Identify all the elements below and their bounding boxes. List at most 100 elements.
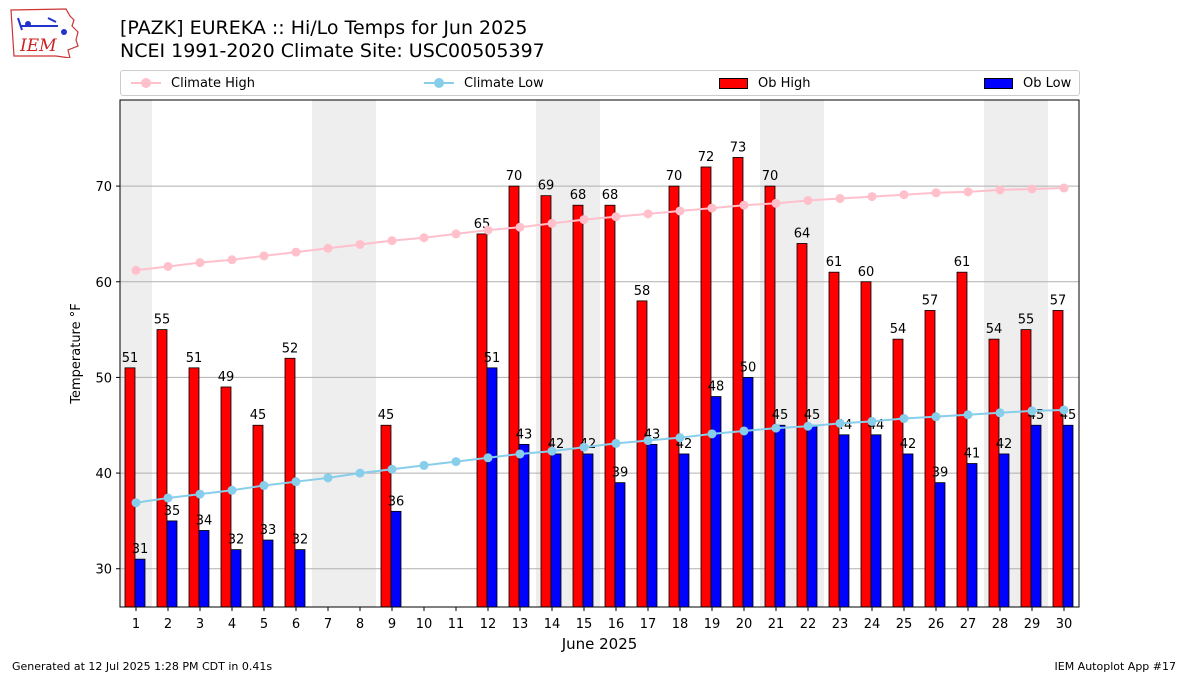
ob-low-bar bbox=[646, 443, 658, 608]
climate-high-point bbox=[707, 203, 717, 213]
climate-low-point bbox=[483, 453, 493, 463]
climate-high-point bbox=[227, 255, 237, 265]
legend-label: Ob Low bbox=[1023, 75, 1072, 91]
climate-low-point bbox=[387, 464, 397, 474]
legend-swatch bbox=[984, 77, 1013, 89]
x-tick-label: 23 bbox=[832, 617, 849, 632]
ob-high-bar bbox=[1052, 310, 1064, 608]
ob-low-label: 39 bbox=[932, 466, 949, 481]
legend-item-ob-low: Ob Low bbox=[984, 71, 1071, 95]
ob-low-bar bbox=[710, 396, 722, 608]
ob-high-bar bbox=[572, 204, 584, 608]
ob-high-bar bbox=[508, 185, 520, 608]
climate-low-point bbox=[227, 485, 237, 495]
climate-high-point bbox=[291, 247, 301, 257]
ob-low-bar bbox=[838, 434, 850, 608]
climate-low-point bbox=[835, 418, 845, 428]
ob-high-bar bbox=[220, 386, 232, 608]
climate-low-point bbox=[355, 468, 365, 478]
legend-item-ob-high: Ob High bbox=[719, 71, 811, 95]
climate-low-point bbox=[867, 416, 877, 426]
ob-low-label: 33 bbox=[260, 523, 277, 538]
climate-low-line bbox=[135, 408, 1065, 504]
ob-high-bar bbox=[636, 300, 648, 608]
weekend-shade bbox=[312, 100, 376, 607]
climate-high-point bbox=[547, 218, 557, 228]
climate-high-point bbox=[1027, 184, 1037, 194]
climate-low-point bbox=[611, 438, 621, 448]
generated-timestamp: Generated at 12 Jul 2025 1:28 PM CDT in … bbox=[12, 660, 273, 673]
ob-low-label: 35 bbox=[164, 504, 181, 519]
legend-swatch bbox=[719, 77, 748, 89]
ob-low-bar bbox=[614, 482, 626, 608]
x-tick-label: 20 bbox=[736, 617, 753, 632]
x-tick-label: 28 bbox=[992, 617, 1009, 632]
climate-high-point bbox=[483, 225, 493, 235]
chart-title: [PAZK] EUREKA :: Hi/Lo Temps for Jun 202… bbox=[120, 17, 528, 39]
x-tick-label: 3 bbox=[196, 617, 204, 632]
x-tick-label: 16 bbox=[608, 617, 625, 632]
ob-high-label: 45 bbox=[378, 408, 395, 423]
legend-swatch bbox=[424, 78, 454, 88]
ob-low-label: 48 bbox=[708, 380, 725, 395]
climate-high-point bbox=[803, 195, 813, 205]
ob-high-label: 54 bbox=[986, 322, 1003, 337]
ob-low-label: 36 bbox=[388, 494, 405, 509]
ob-high-bar bbox=[188, 367, 200, 608]
climate-high-point bbox=[995, 185, 1005, 195]
ob-high-bar bbox=[924, 310, 936, 608]
x-tick-label: 6 bbox=[292, 617, 300, 632]
ob-high-label: 55 bbox=[1018, 313, 1035, 328]
x-tick-label: 2 bbox=[164, 617, 172, 632]
ob-high-label: 55 bbox=[154, 313, 171, 328]
ob-high-label: 61 bbox=[954, 255, 971, 270]
climate-low-point bbox=[195, 489, 205, 499]
legend-item-climate-high: Climate High bbox=[131, 71, 255, 95]
ob-high-bar bbox=[476, 233, 488, 608]
ob-high-bar bbox=[892, 338, 904, 608]
ob-high-bar bbox=[380, 424, 392, 608]
ob-low-label: 41 bbox=[964, 447, 981, 462]
climate-high-point bbox=[323, 243, 333, 253]
ob-low-bar bbox=[166, 520, 178, 608]
ob-low-bar bbox=[294, 549, 306, 608]
ob-low-bar bbox=[550, 453, 562, 608]
climate-high-point bbox=[867, 192, 877, 202]
y-tick-label: 50 bbox=[95, 371, 112, 386]
climate-high-point bbox=[931, 188, 941, 198]
climate-high-point bbox=[899, 190, 909, 200]
x-tick-label: 22 bbox=[800, 617, 817, 632]
x-tick-label: 19 bbox=[704, 617, 721, 632]
climate-low-point bbox=[675, 433, 685, 443]
climate-low-point bbox=[515, 449, 525, 459]
climate-high-point bbox=[131, 265, 141, 275]
ob-low-label: 32 bbox=[292, 533, 309, 548]
climate-high-point bbox=[579, 215, 589, 225]
x-tick-label: 5 bbox=[260, 617, 268, 632]
legend-swatch bbox=[131, 78, 161, 88]
ob-low-label: 42 bbox=[900, 437, 917, 452]
chart-subtitle: NCEI 1991-2020 Climate Site: USC00505397 bbox=[120, 40, 545, 62]
x-tick-label: 12 bbox=[480, 617, 497, 632]
ob-high-label: 54 bbox=[890, 322, 907, 337]
app-credit: IEM Autoplot App #17 bbox=[1054, 660, 1177, 673]
climate-low-point bbox=[643, 436, 653, 446]
x-tick-label: 10 bbox=[416, 617, 433, 632]
ob-high-label: 57 bbox=[1050, 293, 1067, 308]
climate-low-point bbox=[259, 481, 269, 491]
y-tick-label: 30 bbox=[95, 563, 112, 578]
ob-low-bar bbox=[518, 443, 530, 608]
x-axis-label: June 2025 bbox=[561, 635, 638, 653]
climate-high-point bbox=[195, 258, 205, 268]
ob-low-bar bbox=[934, 482, 946, 608]
ob-high-label: 69 bbox=[538, 179, 555, 194]
x-tick-label: 13 bbox=[512, 617, 529, 632]
legend-item-climate-low: Climate Low bbox=[424, 71, 544, 95]
climate-high-point bbox=[1059, 183, 1069, 193]
ob-high-label: 64 bbox=[794, 226, 811, 241]
ob-high-bar bbox=[668, 185, 680, 608]
ob-low-bar bbox=[870, 434, 882, 608]
ob-low-bar bbox=[230, 549, 242, 608]
ob-high-bar bbox=[156, 329, 168, 608]
